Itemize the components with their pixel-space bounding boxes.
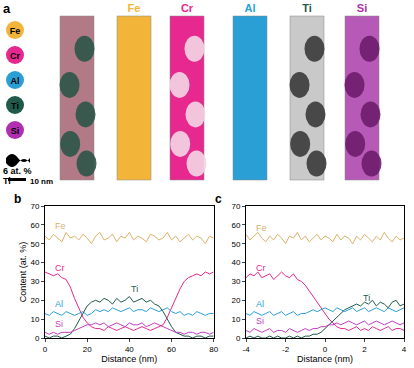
svg-text:6 at. %: 6 at. % [3, 166, 32, 176]
svg-text:Si: Si [55, 319, 63, 329]
svg-text:40: 40 [232, 258, 241, 267]
svg-text:Ti: Ti [11, 101, 19, 111]
svg-text:30: 30 [232, 277, 241, 286]
svg-text:20: 20 [83, 345, 92, 354]
svg-text:-4: -4 [242, 345, 250, 354]
svg-text:40: 40 [125, 345, 134, 354]
svg-text:Fe: Fe [55, 221, 66, 231]
svg-text:Content (at. %): Content (at. %) [18, 242, 28, 303]
svg-text:Si: Si [256, 316, 264, 326]
svg-text:60: 60 [167, 345, 176, 354]
svg-text:0: 0 [236, 334, 241, 343]
svg-text:-2: -2 [282, 345, 290, 354]
svg-text:Si: Si [11, 126, 20, 136]
svg-text:60: 60 [232, 221, 241, 230]
svg-text:Al: Al [55, 299, 63, 309]
svg-text:20: 20 [232, 296, 241, 305]
svg-text:4: 4 [402, 345, 407, 354]
svg-text:Al: Al [245, 2, 256, 14]
svg-text:0: 0 [43, 345, 48, 354]
svg-text:70: 70 [30, 202, 39, 211]
svg-text:20: 20 [30, 296, 39, 305]
svg-text:Fe: Fe [10, 26, 21, 36]
svg-text:c: c [215, 192, 222, 206]
svg-text:Ti: Ti [363, 293, 370, 303]
svg-text:Ti: Ti [131, 284, 138, 294]
svg-text:50: 50 [232, 240, 241, 249]
svg-text:a: a [3, 1, 11, 16]
svg-text:Cr: Cr [55, 263, 65, 273]
svg-text:Cr: Cr [256, 263, 266, 273]
svg-text:50: 50 [30, 240, 39, 249]
svg-text:Fe: Fe [256, 223, 267, 233]
svg-text:10: 10 [232, 315, 241, 324]
svg-text:10: 10 [30, 315, 39, 324]
svg-text:10 nm: 10 nm [30, 177, 53, 186]
svg-text:Cr: Cr [181, 2, 194, 14]
svg-text:Fe: Fe [128, 2, 141, 14]
svg-text:80: 80 [209, 345, 218, 354]
svg-text:Ti: Ti [302, 2, 312, 14]
svg-text:Distance (nm): Distance (nm) [101, 354, 157, 364]
svg-text:70: 70 [232, 202, 241, 211]
svg-text:Distance (nm): Distance (nm) [297, 354, 353, 364]
svg-text:0: 0 [35, 334, 40, 343]
svg-text:Cr: Cr [10, 51, 20, 61]
svg-text:2: 2 [362, 345, 367, 354]
svg-text:30: 30 [30, 277, 39, 286]
svg-text:Al: Al [256, 299, 264, 309]
svg-text:60: 60 [30, 221, 39, 230]
svg-text:Al: Al [11, 76, 20, 86]
svg-text:0: 0 [323, 345, 328, 354]
svg-text:40: 40 [30, 258, 39, 267]
svg-text:b: b [14, 192, 21, 206]
svg-text:Si: Si [357, 2, 367, 14]
svg-text:Ti: Ti [3, 176, 11, 186]
